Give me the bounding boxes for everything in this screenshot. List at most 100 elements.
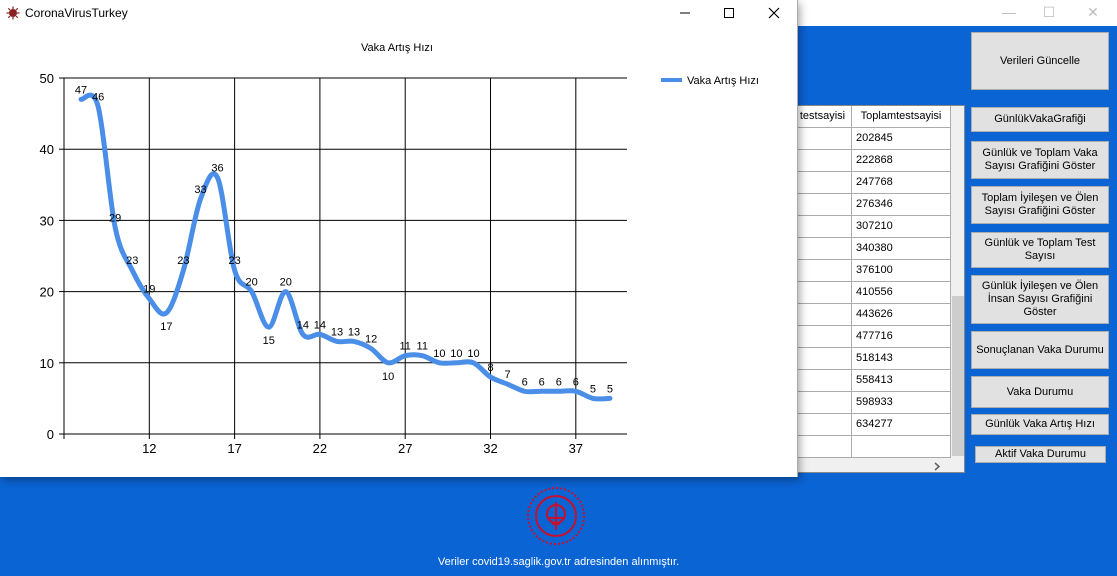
grid-cell-test-count[interactable] — [794, 128, 851, 149]
minimize-button[interactable] — [662, 0, 708, 26]
data-label: 20 — [280, 277, 292, 289]
data-label: 23 — [228, 255, 240, 267]
grid-cell-test-count[interactable] — [794, 370, 851, 391]
grid-cell-test-count[interactable] — [794, 326, 851, 347]
ministry-of-health-logo — [527, 487, 585, 545]
grid-cell-total-test-count[interactable] — [852, 436, 950, 457]
chart-legend: Vaka Artış Hızı — [661, 75, 759, 87]
data-label: 11 — [400, 341, 411, 353]
x-tick-label: 32 — [483, 441, 497, 456]
maximize-icon — [724, 8, 734, 18]
data-label: 10 — [450, 348, 462, 360]
data-label: 10 — [433, 348, 445, 360]
y-tick-label: 10 — [40, 356, 54, 371]
grid-cell-total-test-count[interactable]: 276346 — [852, 194, 950, 215]
legend-label: Vaka Artış Hızı — [687, 75, 759, 87]
data-label: 13 — [348, 326, 360, 338]
grid-cell-test-count[interactable] — [794, 260, 851, 281]
y-tick-label: 20 — [40, 285, 54, 300]
data-label: 17 — [160, 321, 172, 333]
y-tick-label: 0 — [47, 427, 54, 442]
minimize-icon — [680, 12, 690, 14]
data-label: 11 — [417, 341, 428, 353]
data-label: 46 — [92, 91, 104, 103]
grid-cell-total-test-count[interactable]: 443626 — [852, 304, 950, 325]
chart-axes: 0 10 20 30 40 50 12 17 22 27 32 37 — [40, 71, 627, 456]
data-label: 8 — [487, 362, 493, 374]
grid-cell-total-test-count[interactable]: 202845 — [852, 128, 950, 149]
close-icon — [768, 7, 780, 19]
concluded-case-button[interactable]: Sonuçlanan Vaka Durumu — [971, 331, 1109, 369]
data-label: 5 — [590, 383, 596, 395]
grid-vertical-scrollbar[interactable] — [951, 106, 964, 458]
chart-window: CoronaVirusTurkey Vaka Artış Hızı 0 10 20 3… — [6, 0, 798, 477]
data-label: 14 — [297, 319, 309, 331]
data-label: 6 — [522, 376, 528, 388]
daily-case-chart-button[interactable]: GünlükVakaGrafiği — [971, 107, 1109, 132]
grid-cell-test-count[interactable] — [794, 238, 851, 259]
case-status-button[interactable]: Vaka Durumu — [971, 376, 1109, 408]
grid-cell-total-test-count[interactable]: 477716 — [852, 326, 950, 347]
grid-cell-total-test-count[interactable]: 518143 — [852, 348, 950, 369]
grid-header-total-test-count[interactable]: Toplamtestsayisi — [852, 106, 950, 127]
maximize-button[interactable] — [706, 0, 752, 26]
grid-cell-test-count[interactable] — [794, 414, 851, 435]
data-label: 33 — [194, 184, 206, 196]
grid-cell-test-count[interactable] — [794, 304, 851, 325]
update-data-button[interactable]: Verileri Güncelle — [971, 32, 1109, 90]
scroll-right-arrow-icon[interactable] — [794, 458, 965, 473]
grid-cell-test-count[interactable] — [794, 150, 851, 171]
grid-cell-test-count[interactable] — [794, 348, 851, 369]
daily-total-test-button[interactable]: Günlük ve Toplam Test Sayısı — [971, 232, 1109, 268]
data-labels: 47 46 29 23 19 17 23 33 36 23 20 15 20 14 14 13 13 12 10 11… — [75, 84, 613, 395]
grid-cell-test-count[interactable] — [794, 392, 851, 413]
grid-cell-total-test-count[interactable]: 558413 — [852, 370, 950, 391]
data-label: 29 — [109, 213, 121, 225]
grid-cell-total-test-count[interactable]: 222868 — [852, 150, 950, 171]
data-label: 5 — [607, 383, 613, 395]
data-label: 23 — [177, 255, 189, 267]
grid-cell-total-test-count[interactable]: 410556 — [852, 282, 950, 303]
data-label: 10 — [382, 371, 394, 383]
data-label: 6 — [556, 376, 562, 388]
total-recovered-dead-chart-button[interactable]: Toplam İyileşen ve Ölen Sayısı Grafiğini… — [971, 186, 1109, 224]
grid-cell-total-test-count[interactable]: 598933 — [852, 392, 950, 413]
x-tick-label: 22 — [313, 441, 327, 456]
daily-case-rate-button[interactable]: Günlük Vaka Artış Hızı — [971, 414, 1109, 435]
data-label: 13 — [331, 326, 343, 338]
active-case-button[interactable]: Aktif Vaka Durumu — [975, 446, 1106, 463]
data-label: 14 — [314, 319, 326, 331]
main-close-button[interactable]: ✕ — [1087, 4, 1099, 20]
grid-cell-total-test-count[interactable]: 247768 — [852, 172, 950, 193]
grid-cell-test-count[interactable] — [794, 194, 851, 215]
grid-cell-total-test-count[interactable]: 340380 — [852, 238, 950, 259]
grid-cell-test-count[interactable] — [794, 216, 851, 237]
data-label: 19 — [143, 284, 155, 296]
data-label: 7 — [505, 369, 511, 381]
grid-cell-total-test-count[interactable]: 307210 — [852, 216, 950, 237]
y-tick-label: 40 — [40, 142, 54, 157]
grid-horizontal-scrollbar[interactable] — [794, 458, 965, 473]
main-minimize-button[interactable]: — — [1002, 4, 1016, 20]
data-grid[interactable]: testsayisi Toplamtestsayisi 202845 222868… — [793, 105, 965, 473]
daily-total-case-chart-button[interactable]: Günlük ve Toplam Vaka Sayısı Grafiğini G… — [971, 141, 1109, 179]
grid-cell-total-test-count[interactable]: 376100 — [852, 260, 950, 281]
grid-cell-total-test-count[interactable]: 634277 — [852, 414, 950, 435]
grid-header-test-count[interactable]: testsayisi — [794, 106, 851, 127]
main-maximize-button[interactable]: ☐ — [1042, 4, 1056, 20]
data-label: 6 — [539, 376, 545, 388]
data-label: 20 — [246, 277, 258, 289]
grid-cell-test-count[interactable] — [794, 436, 851, 457]
data-grid-body: testsayisi Toplamtestsayisi 202845 222868… — [794, 106, 951, 458]
x-tick-label: 37 — [569, 441, 583, 456]
grid-cell-test-count[interactable] — [794, 172, 851, 193]
data-label: 23 — [126, 255, 138, 267]
virus-icon — [6, 6, 20, 20]
data-label: 12 — [365, 334, 377, 346]
close-button[interactable] — [751, 0, 797, 26]
grid-scroll-thumb[interactable] — [952, 296, 964, 456]
x-tick-label: 27 — [398, 441, 412, 456]
grid-cell-test-count[interactable] — [794, 282, 851, 303]
daily-recovered-dead-chart-button[interactable]: Günlük İyileşen ve Ölen İnsan Sayısı Gra… — [971, 275, 1109, 324]
